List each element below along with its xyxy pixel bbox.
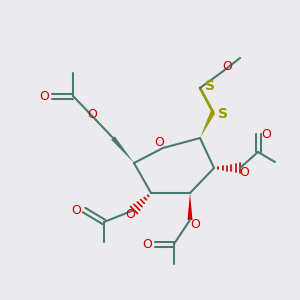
Text: O: O <box>71 203 81 217</box>
Text: O: O <box>190 218 200 230</box>
Polygon shape <box>188 193 193 220</box>
Text: O: O <box>125 208 135 221</box>
Text: S: S <box>218 107 228 121</box>
Text: O: O <box>39 89 49 103</box>
Text: O: O <box>154 136 164 148</box>
Text: S: S <box>205 79 215 93</box>
Text: O: O <box>239 167 249 179</box>
Text: O: O <box>87 107 97 121</box>
Text: O: O <box>222 61 232 74</box>
Polygon shape <box>200 111 215 138</box>
Text: O: O <box>261 128 271 140</box>
Polygon shape <box>111 136 134 163</box>
Text: O: O <box>142 238 152 250</box>
